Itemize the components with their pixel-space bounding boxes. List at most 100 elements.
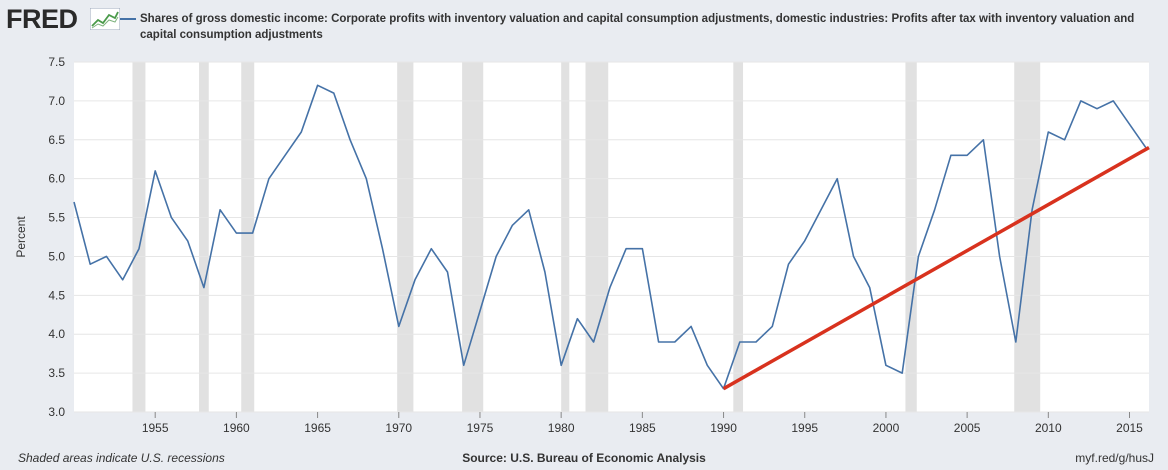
- data-point-1966: [331, 91, 336, 96]
- data-point-1969: [380, 246, 385, 251]
- x-tick-label-3: 1970: [385, 421, 412, 435]
- series-layer: [72, 83, 1147, 390]
- y-tick-label-6: 6.0: [48, 172, 65, 186]
- data-point-1989: [705, 363, 710, 368]
- data-point-1976: [494, 254, 499, 259]
- recession-shading: [132, 62, 1041, 412]
- data-point-1958: [201, 285, 206, 290]
- chart-title: Shares of gross domestic income: Corpora…: [140, 13, 1135, 41]
- grid-lines: [74, 61, 1149, 413]
- x-tick-label-1: 1960: [223, 421, 250, 435]
- data-point-2013: [1095, 106, 1100, 111]
- data-point-1970: [396, 324, 401, 329]
- y-tick-label-1: 3.5: [48, 366, 65, 380]
- recession-band-2: [241, 62, 255, 412]
- data-point-2003: [932, 207, 937, 212]
- x-tick-label-10: 2005: [954, 421, 981, 435]
- x-tick-label-5: 1980: [548, 421, 575, 435]
- data-point-1968: [364, 176, 369, 181]
- data-point-1980: [559, 363, 564, 368]
- y-tick-label-3: 4.5: [48, 288, 65, 302]
- x-tick-label-8: 1995: [791, 421, 818, 435]
- data-point-1960: [234, 231, 239, 236]
- recession-band-0: [132, 62, 146, 412]
- x-tick-label-4: 1975: [467, 421, 494, 435]
- data-point-1953: [120, 277, 125, 282]
- data-point-1951: [88, 262, 93, 267]
- data-point-2002: [916, 254, 921, 259]
- data-point-1957: [185, 238, 190, 243]
- data-point-1964: [299, 130, 304, 135]
- x-axis-ticks: 1955 1960 1965 1970 1975 1980 1985 1990 1995 2000…: [142, 412, 1143, 435]
- data-point-1997: [835, 176, 840, 181]
- data-point-1952: [104, 254, 109, 259]
- x-tick-label-12: 2015: [1116, 421, 1143, 435]
- data-point-1971: [413, 277, 418, 282]
- data-point-1972: [429, 246, 434, 251]
- data-point-2015: [1127, 122, 1132, 127]
- trend-annotation-line: [722, 146, 1150, 391]
- data-point-1988: [689, 324, 694, 329]
- x-tick-label-9: 2000: [873, 421, 900, 435]
- fred-logo-text: FRED: [6, 4, 78, 34]
- data-point-2008: [1013, 340, 1018, 345]
- data-point-1991: [737, 340, 742, 345]
- data-point-1962: [266, 176, 271, 181]
- data-point-2000: [883, 363, 888, 368]
- data-point-1998: [851, 254, 856, 259]
- legend-swatch: [120, 18, 136, 20]
- short-link[interactable]: myf.red/g/husJ: [1075, 451, 1154, 465]
- y-axis-label: Percent: [14, 216, 28, 258]
- y-tick-label-0: 3.0: [48, 405, 65, 419]
- data-point-2011: [1062, 137, 1067, 142]
- data-point-1974: [461, 363, 466, 368]
- data-point-1996: [818, 207, 823, 212]
- x-tick-label-6: 1985: [629, 421, 656, 435]
- y-tick-label-8: 7.0: [48, 94, 65, 108]
- chart-header: FRED Shares of gross domestic income: Co…: [0, 0, 1168, 50]
- data-point-1986: [656, 340, 661, 345]
- data-point-1992: [754, 340, 759, 345]
- data-point-1979: [542, 270, 547, 275]
- y-tick-label-9: 7.5: [48, 55, 65, 69]
- data-point-1983: [607, 285, 612, 290]
- data-point-1956: [169, 215, 174, 220]
- data-point-2005: [965, 153, 970, 158]
- data-point-2014: [1111, 98, 1116, 103]
- recession-band-3: [397, 62, 414, 412]
- data-point-1963: [283, 153, 288, 158]
- data-point-1999: [867, 285, 872, 290]
- y-tick-label-4: 5.0: [48, 249, 65, 263]
- recession-band-1: [199, 62, 209, 412]
- data-point-1965: [315, 83, 320, 88]
- data-point-1981: [575, 316, 580, 321]
- data-point-1987: [672, 340, 677, 345]
- data-point-2007: [997, 254, 1002, 259]
- data-point-1993: [770, 324, 775, 329]
- fred-logo[interactable]: FRED: [6, 4, 120, 34]
- recession-note: Shaded areas indicate U.S. recessions: [18, 451, 225, 465]
- data-point-1978: [526, 207, 531, 212]
- data-point-1950: [72, 200, 77, 205]
- data-point-1959: [218, 207, 223, 212]
- recession-band-8: [905, 62, 917, 412]
- data-point-2010: [1046, 130, 1051, 135]
- x-tick-label-7: 1990: [710, 421, 737, 435]
- data-point-1995: [802, 238, 807, 243]
- y-tick-label-2: 4.0: [48, 327, 65, 341]
- y-tick-label-5: 5.5: [48, 211, 65, 225]
- data-point-1982: [591, 340, 596, 345]
- y-tick-label-7: 6.5: [48, 133, 65, 147]
- recession-band-9: [1014, 62, 1041, 412]
- series-line-0: [73, 84, 1147, 390]
- data-point-1973: [445, 270, 450, 275]
- data-point-1985: [640, 246, 645, 251]
- data-point-1977: [510, 223, 515, 228]
- data-point-2012: [1078, 98, 1083, 103]
- recession-band-6: [585, 62, 609, 412]
- data-point-1955: [153, 168, 158, 173]
- data-point-1984: [624, 246, 629, 251]
- recession-band-5: [561, 62, 570, 412]
- x-tick-label-2: 1965: [304, 421, 331, 435]
